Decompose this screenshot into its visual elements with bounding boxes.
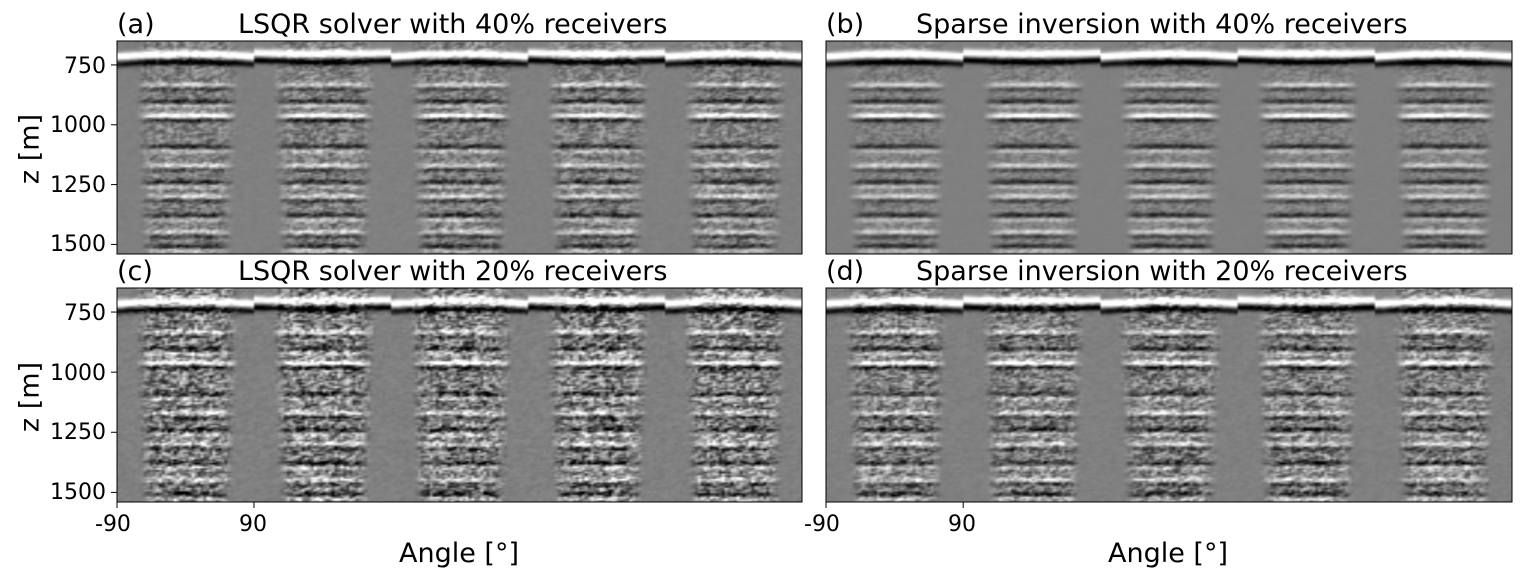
y-tick-label-c-1500: 1500 [50,480,106,505]
gather-image-b [826,41,1512,254]
panel-frame-a [116,40,803,255]
panel-title-a: LSQR solver with 40% receivers [238,9,668,40]
gather-image-c [117,288,802,502]
x-axis-label-d: Angle [°] [1108,538,1228,569]
panel-label-b: (b) [826,9,865,40]
x-tick-label-d-neg90: -90 [804,512,840,537]
gather-image-d [826,288,1512,502]
panel-label-c: (c) [117,256,153,287]
y-tick-label-a-1000: 1000 [50,113,106,138]
gather-image-a [117,41,802,254]
panel-frame-d [825,287,1513,503]
panel-title-b: Sparse inversion with 40% receivers [916,9,1408,40]
y-tick-label-c-1000: 1000 [50,361,106,386]
y-tick-label-c-1250: 1250 [50,420,106,445]
y-axis-label-c: z [m] [14,361,46,433]
y-axis-label-a: z [m] [14,113,46,185]
panel-frame-b [825,40,1513,255]
panel-title-d: Sparse inversion with 20% receivers [916,256,1408,287]
panel-label-a: (a) [117,9,155,40]
x-tick-label-d-90: 90 [948,512,976,537]
x-tick-label-c-90: 90 [239,512,267,537]
x-tick-label-c-neg90: -90 [95,512,131,537]
x-axis-label-c: Angle [°] [399,538,519,569]
y-tick-label-a-1500: 1500 [50,232,106,257]
y-tick-label-c-750: 750 [64,301,106,326]
y-tick-label-a-750: 750 [64,54,106,79]
y-tick-label-a-1250: 1250 [50,173,106,198]
panel-frame-c [116,287,803,503]
panel-title-c: LSQR solver with 20% receivers [238,256,668,287]
panel-label-d: (d) [826,256,865,287]
